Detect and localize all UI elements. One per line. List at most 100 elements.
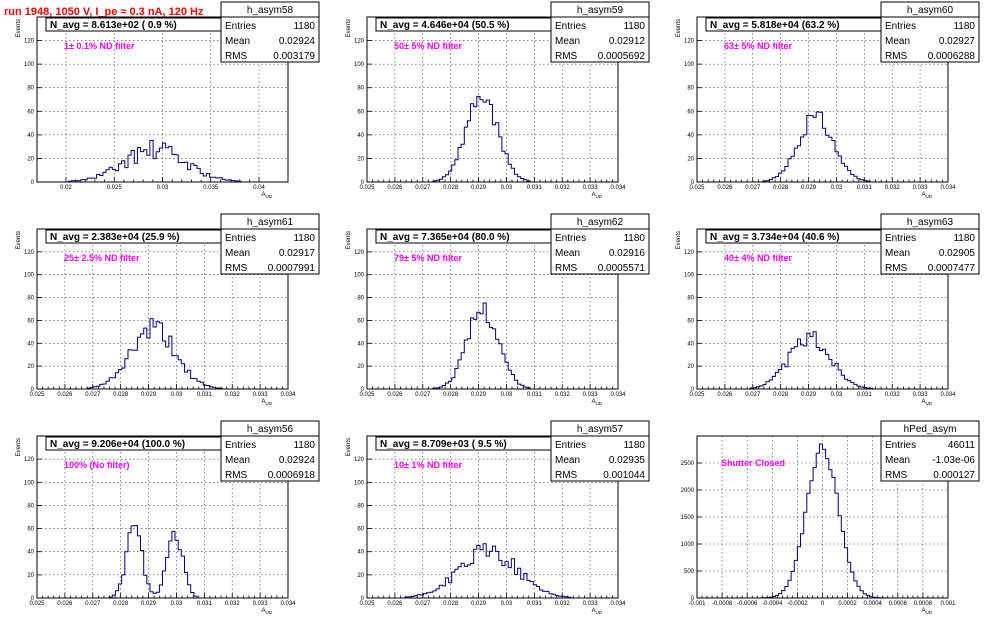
y-axis-title: Events [676,231,682,249]
y-tick-label: 100 [684,273,695,279]
stats-value: 1180 [293,233,315,244]
x-axis-title: AUD [261,608,272,615]
stats-key: Mean [885,455,910,466]
stats-key: RMS [555,51,578,62]
navg-label: N_avg = 5.818e+04 (63.2 %) [710,20,840,31]
x-tick-label: 0.033 [583,185,599,191]
x-tick-label: -0.0008 [712,601,733,607]
x-tick-label: 0.027 [415,601,431,607]
y-tick-label: 120 [24,39,35,45]
y-tick-label: 80 [687,296,694,302]
x-tick-label: 0.026 [387,185,403,191]
histogram-panel-h_asym56: 0.025 0.026 0.027 0.028 0.029 0.03 0.031 0.032 0… [16,420,320,615]
x-tick-label: 0.027 [745,392,761,398]
x-tick-label: 0.031 [527,392,543,398]
stats-key: Mean [555,36,580,47]
stats-box [550,435,650,482]
stats-key: RMS [885,470,908,481]
stats-key: Mean [885,248,910,259]
filter-annotation: 1± 0.1% ND filter [64,41,135,51]
y-tick-label: 20 [357,573,364,579]
x-tick-label: 0.028 [773,185,789,191]
histogram-line-h_asym57 [367,543,618,599]
stats-value: 0.02924 [279,36,316,47]
stats-key: RMS [555,263,578,274]
stats-box [220,16,320,63]
y-tick-label: 1500 [681,515,695,521]
stats-value: 0.02905 [939,248,976,259]
x-tick-label: 0.034 [610,601,626,607]
x-tick-label: 0.026 [717,392,733,398]
histogram-panel-h_asym58: 0.02 0.025 0.03 0.035 0.04 0 20 40 60 80 100 120Eve… [16,1,320,199]
stats-value: 1180 [953,233,975,244]
y-tick-label: 40 [687,133,694,139]
histogram-panel-h_asym60: 0.025 0.026 0.027 0.028 0.029 0.03 0.031 0.032 0… [676,1,980,199]
histogram-line-h_asym63 [697,331,948,390]
x-tick-label: 0.03 [171,601,183,607]
stats-value: 0.02935 [609,455,646,466]
y-tick-label: 60 [357,318,364,324]
x-tick-label: 0.033 [253,392,269,398]
stats-key: Entries [225,233,256,244]
stats-key: Mean [225,36,250,47]
stats-value: 0.0006288 [928,51,976,62]
y-tick-label: 120 [354,39,365,45]
y-tick-label: 100 [24,273,35,279]
histogram-name: h_asym56 [247,424,294,435]
x-tick-label: 0.03 [831,185,843,191]
x-tick-label: 0.03 [501,185,513,191]
stats-box [880,228,980,275]
x-tick-label: 0.0008 [914,601,933,607]
stats-value: 0.0007477 [928,263,976,274]
y-axis-title: Events [16,19,22,37]
stats-value: 0.02924 [279,455,316,466]
x-tick-label: 0.026 [717,185,733,191]
stats-key: Mean [555,248,580,259]
histogram-name: h_asym60 [907,5,954,16]
histogram-line-h_asym56 [37,525,288,599]
x-tick-label: 0.034 [610,392,626,398]
y-tick-label: 0 [31,180,35,186]
x-tick-label: 0.029 [471,185,487,191]
x-axis-title: AUD [591,399,602,406]
y-tick-label: 120 [684,39,695,45]
x-tick-label: 0.029 [141,601,157,607]
y-tick-label: 100 [24,62,35,68]
stats-key: Entries [555,21,586,32]
stats-key: Entries [885,21,916,32]
stats-value: 0.02927 [939,36,976,47]
stats-value: 1180 [953,21,975,32]
x-tick-label: 0.031 [857,392,873,398]
filter-annotation: 25± 2.5% ND filter [64,253,140,263]
y-tick-label: 40 [27,133,34,139]
y-tick-label: 0 [361,596,365,602]
stats-value: 0.001044 [603,470,645,481]
x-tick-label: 0.034 [940,392,956,398]
run-title: run 1948, 1050 V, I_pe ≈ 0.3 nA, 120 Hz [4,6,204,18]
stats-box [550,228,650,275]
x-tick-label: 0.025 [29,601,45,607]
x-tick-label: 0.028 [113,601,129,607]
stats-key: RMS [555,470,578,481]
y-axis-title: Events [346,231,352,249]
histogram-name: h_asym57 [577,424,624,435]
navg-label: N_avg = 8.613e+02 ( 0.9 %) [50,20,177,31]
x-tick-label: 0.028 [113,392,129,398]
y-tick-label: 120 [354,457,365,463]
y-tick-label: 80 [27,503,34,509]
x-tick-label: 0.034 [280,392,296,398]
navg-label: N_avg = 2.383e+04 (25.9 %) [50,232,180,243]
y-tick-label: 60 [27,527,34,533]
x-tick-label: 0.032 [225,601,241,607]
x-tick-label: 0.03 [831,392,843,398]
y-tick-label: 120 [684,250,695,256]
x-axis-title: AUD [261,192,272,199]
histogram-line-h_asym60 [697,111,948,183]
y-tick-label: 0 [691,387,695,393]
x-tick-label: 0.031 [197,601,213,607]
y-tick-label: 120 [24,457,35,463]
x-tick-label: 0.029 [471,601,487,607]
plot-frame [696,16,949,183]
navg-label: N_avg = 7.365e+04 (80.0 %) [380,232,510,243]
